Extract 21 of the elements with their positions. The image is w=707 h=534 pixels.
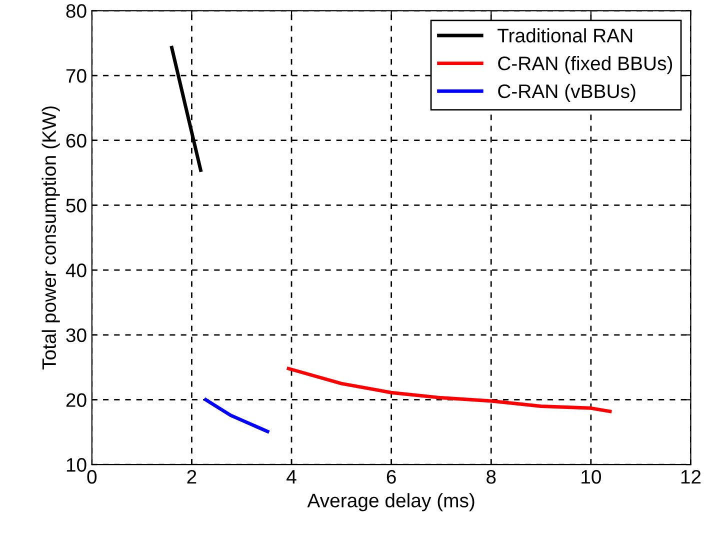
y-tick-label: 40: [66, 264, 86, 278]
y-tick-label: 60: [66, 134, 86, 148]
y-tick-label: 10: [66, 458, 86, 472]
x-tick-label: 2: [187, 470, 196, 484]
legend-label: C-RAN (fixed BBUs): [498, 56, 672, 74]
x-tick-label: 0: [87, 470, 97, 484]
line-series: [286, 366, 612, 414]
y-axis-title: Total power consumption (KW): [42, 106, 60, 370]
x-tick-label: 8: [486, 470, 496, 484]
x-tick-label: 6: [386, 470, 396, 484]
legend-label: C-RAN (vBBUs): [498, 84, 636, 102]
y-tick-label: 80: [66, 4, 86, 18]
y-tick-label: 70: [66, 68, 86, 83]
x-tick-label: 4: [286, 470, 296, 484]
y-tick-label: 30: [66, 328, 86, 342]
x-tick-label: 10: [582, 470, 601, 484]
x-tick-label: 12: [681, 470, 701, 484]
legend-label: Traditional RAN: [498, 28, 632, 42]
y-tick-label: 50: [66, 198, 86, 212]
x-axis-title: Average delay (ms): [307, 493, 474, 512]
y-tick-label: 20: [66, 393, 86, 407]
